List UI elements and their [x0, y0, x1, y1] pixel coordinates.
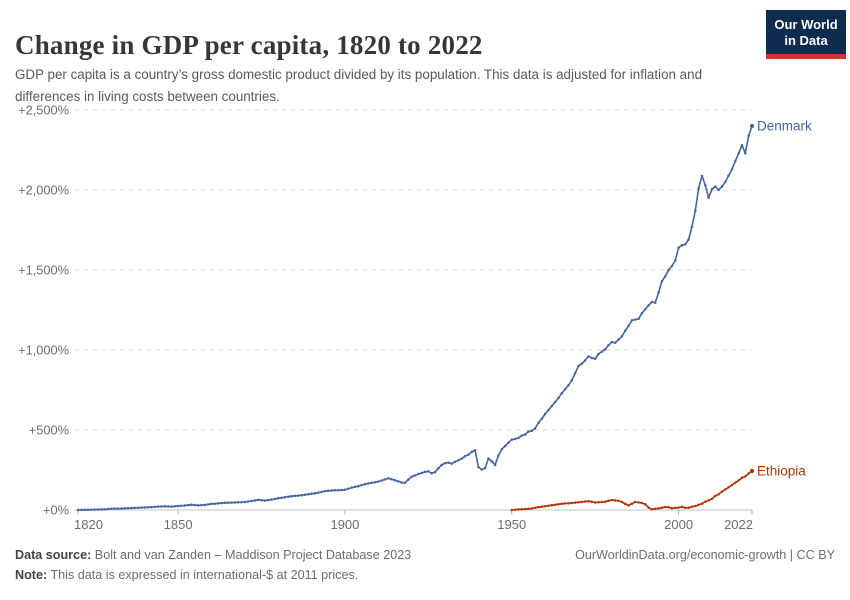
x-tick-label: 1820 — [74, 517, 103, 532]
y-tick-label: +1,500% — [18, 263, 69, 278]
owid-logo[interactable]: Our World in Data — [766, 10, 846, 60]
note-label: Note: — [15, 568, 48, 583]
y-tick-label: +2,000% — [18, 183, 69, 198]
x-tick-label: 2022 — [724, 517, 753, 532]
series-line-denmark[interactable] — [77, 125, 753, 511]
y-tick-label: +0% — [43, 503, 69, 518]
chart-title: Change in GDP per capita, 1820 to 2022 — [15, 30, 483, 61]
owid-logo-line2: in Data — [784, 32, 828, 48]
x-tick-label: 1950 — [497, 517, 526, 532]
data-source-line: Data source: Bolt and van Zanden – Maddi… — [15, 545, 835, 565]
x-tick-label: 1850 — [164, 517, 193, 532]
x-tick-label: 2000 — [664, 517, 693, 532]
chart-subtitle: GDP per capita is a country’s gross dome… — [15, 67, 703, 104]
series-markers-ethiopia — [510, 469, 754, 512]
y-tick-label: +500% — [29, 423, 69, 438]
note-line: Note: This data is expressed in internat… — [15, 565, 835, 585]
data-source-label: Data source: — [15, 548, 92, 562]
series-markers-denmark — [76, 124, 754, 512]
chart-canvas: +0% +500% +1,000% +1,500% +2,000% +2,500% 1820… — [18, 103, 812, 533]
credit-link[interactable]: OurWorldinData.org/economic-growth | CC … — [575, 548, 835, 562]
y-tick-label: +1,000% — [18, 343, 69, 358]
note-text: This data is expressed in international-… — [50, 568, 359, 583]
series-end-dot-ethiopia — [749, 468, 755, 474]
chart-footer: Data source: Bolt and van Zanden – Maddi… — [15, 545, 835, 586]
series-end-dot-denmark — [749, 123, 755, 129]
series-label-ethiopia[interactable]: Ethiopia — [757, 463, 806, 478]
data-source-text: Bolt and van Zanden – Maddison Project D… — [94, 548, 412, 562]
y-tick-label: +2,500% — [18, 103, 69, 118]
owid-logo-line1: Our World — [774, 17, 838, 32]
x-tick-label: 1900 — [330, 517, 359, 532]
series-label-denmark[interactable]: Denmark — [757, 119, 812, 134]
